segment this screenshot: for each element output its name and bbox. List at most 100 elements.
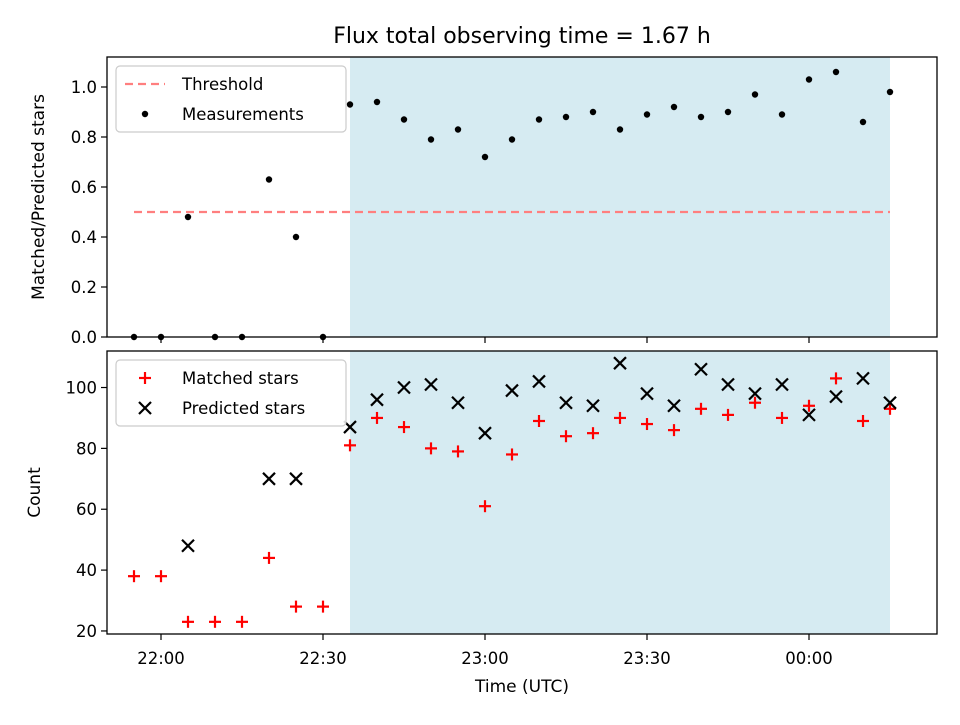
- panel1-measurement-point: [697, 113, 705, 121]
- panel2-matched-point: [344, 439, 356, 452]
- panel1-measurement-point: [373, 98, 381, 106]
- panel2-matched-point: [371, 411, 383, 424]
- panel2-matched-point: [533, 414, 545, 427]
- panel2-matched-point: [317, 600, 329, 613]
- panel1-measurement-point: [886, 88, 894, 96]
- panel1-legend-label: Threshold: [181, 75, 263, 94]
- panel1-y-tick-label: 0.4: [71, 228, 97, 247]
- panel2-axes-frame: [106, 350, 938, 635]
- panel2-predicted-point: [883, 395, 897, 410]
- panel2-predicted-point-b: [532, 374, 546, 389]
- panel2-matched-point: [128, 570, 140, 583]
- panel2-predicted-point-b: [397, 380, 411, 395]
- panel2-predicted-point: [370, 392, 384, 407]
- panel2-predicted-point-b: [640, 386, 654, 401]
- panel2-matched-point: [641, 418, 653, 431]
- panel1-measurement-point: [400, 116, 408, 123]
- panel2-predicted-point-b: [451, 395, 465, 410]
- panel1-measurement-point: [859, 118, 867, 126]
- panel1-measurement-point: [589, 108, 597, 116]
- panel1-measurement-point: [292, 233, 300, 241]
- panel2-legend-box: [115, 359, 347, 427]
- panel1-measurement-point: [454, 126, 462, 133]
- panel2-legend-matched-key: [139, 372, 151, 384]
- panel2-matched-point: [209, 615, 221, 628]
- panel2-predicted-point: [640, 386, 654, 401]
- panel2-predicted-point: [289, 472, 303, 486]
- panel2-predicted-point-b: [505, 383, 519, 398]
- panel1-legend-box: [115, 65, 347, 133]
- panel2-predicted-point: [802, 408, 816, 422]
- panel2-matched-point: [830, 372, 842, 385]
- panel2-predicted-point-b: [829, 389, 843, 404]
- panel2-matched-point: [776, 411, 788, 424]
- panel2-predicted-point: [586, 398, 600, 413]
- panel2-predicted-point: [667, 398, 681, 413]
- panel1-y-axis-label: Matched/Predicted stars: [29, 94, 49, 300]
- panel2-predicted-point-b: [748, 386, 762, 401]
- panel2-predicted-point: [613, 356, 627, 370]
- panel2-matched-point: [614, 411, 626, 424]
- panel2-y-tick-label: 80: [76, 439, 97, 458]
- panel2-predicted-point-b: [181, 538, 195, 553]
- panel2-matched-point: [857, 414, 869, 427]
- panel2-predicted-point-b: [802, 408, 816, 422]
- panel2-matched-point: [479, 500, 491, 513]
- panel2-matched-point: [587, 427, 599, 440]
- panel2-y-tick-label: 60: [76, 500, 97, 519]
- panel1-measurement-point: [535, 116, 543, 123]
- panel2-predicted-point: [532, 374, 546, 389]
- panel2-predicted-point-b: [289, 472, 303, 486]
- panel1-measurement-point: [508, 136, 516, 143]
- panel2-matched-point: [398, 421, 410, 434]
- panel2-predicted-point-b: [856, 371, 870, 386]
- panel1-measurement-point: [184, 213, 192, 221]
- panel2-y-axis-label: Count: [25, 467, 45, 518]
- panel2-predicted-point: [559, 395, 573, 410]
- panel2-predicted-point-b: [667, 398, 681, 413]
- panel1-axes-frame: [106, 56, 938, 338]
- x-axis-label: Time (UTC): [474, 677, 569, 697]
- panel1-measurement-point: [346, 101, 354, 108]
- x-tick-label: 23:30: [623, 649, 671, 668]
- panel2-shaded-span: [350, 351, 890, 634]
- panel2-predicted-point: [478, 426, 492, 440]
- panel1-measurement-point: [805, 76, 813, 83]
- panel1-measurement-point: [427, 136, 435, 143]
- panel2-predicted-point-b: [262, 472, 276, 486]
- panel2-predicted-point: [424, 377, 438, 392]
- panel2-predicted-point: [694, 362, 708, 377]
- panel2-predicted-point-b: [694, 362, 708, 377]
- panel1-measurement-point: [751, 91, 759, 98]
- panel2-matched-point: [668, 424, 680, 437]
- panel2-matched-point: [506, 448, 518, 461]
- panel2-legend-label: Matched stars: [182, 369, 299, 388]
- panel1-measurement-point: [616, 126, 624, 133]
- x-tick-label: 22:30: [299, 649, 347, 668]
- panel2-predicted-point-b: [559, 395, 573, 410]
- panel2-predicted-point-b: [586, 398, 600, 413]
- panel2-predicted-point: [451, 395, 465, 410]
- panel1-y-tick-label: 0.6: [71, 178, 97, 197]
- panel1-y-tick-label: 1.0: [71, 78, 97, 97]
- panel1-measurement-point: [643, 111, 651, 118]
- panel1-measurement-point: [670, 103, 678, 111]
- panel2-matched-point: [722, 408, 734, 421]
- panel2-legend-predicted-key-b: [138, 401, 152, 415]
- panel1-y-tick-label: 0.0: [71, 328, 97, 347]
- chart-title: Flux total observing time = 1.67 h: [333, 24, 711, 49]
- panel2-predicted-point-b: [343, 420, 357, 434]
- panel2-legend-predicted-key: [138, 401, 152, 415]
- panel1-measurement-point: [724, 108, 732, 116]
- panel2-legend: Matched stars Predicted stars: [115, 359, 347, 427]
- panel2-matched-point: [425, 442, 437, 455]
- panel1-legend-label: Measurements: [182, 105, 304, 124]
- panel1-measurement-point: [265, 176, 273, 183]
- panel1-y-tick-label: 0.2: [71, 278, 97, 297]
- panel2-predicted-point-b: [775, 377, 789, 392]
- panel1-measurement-point: [481, 153, 489, 161]
- panel1-measurement-point: [832, 68, 840, 76]
- panel2-predicted-point: [856, 371, 870, 386]
- panel2-predicted-point: [775, 377, 789, 392]
